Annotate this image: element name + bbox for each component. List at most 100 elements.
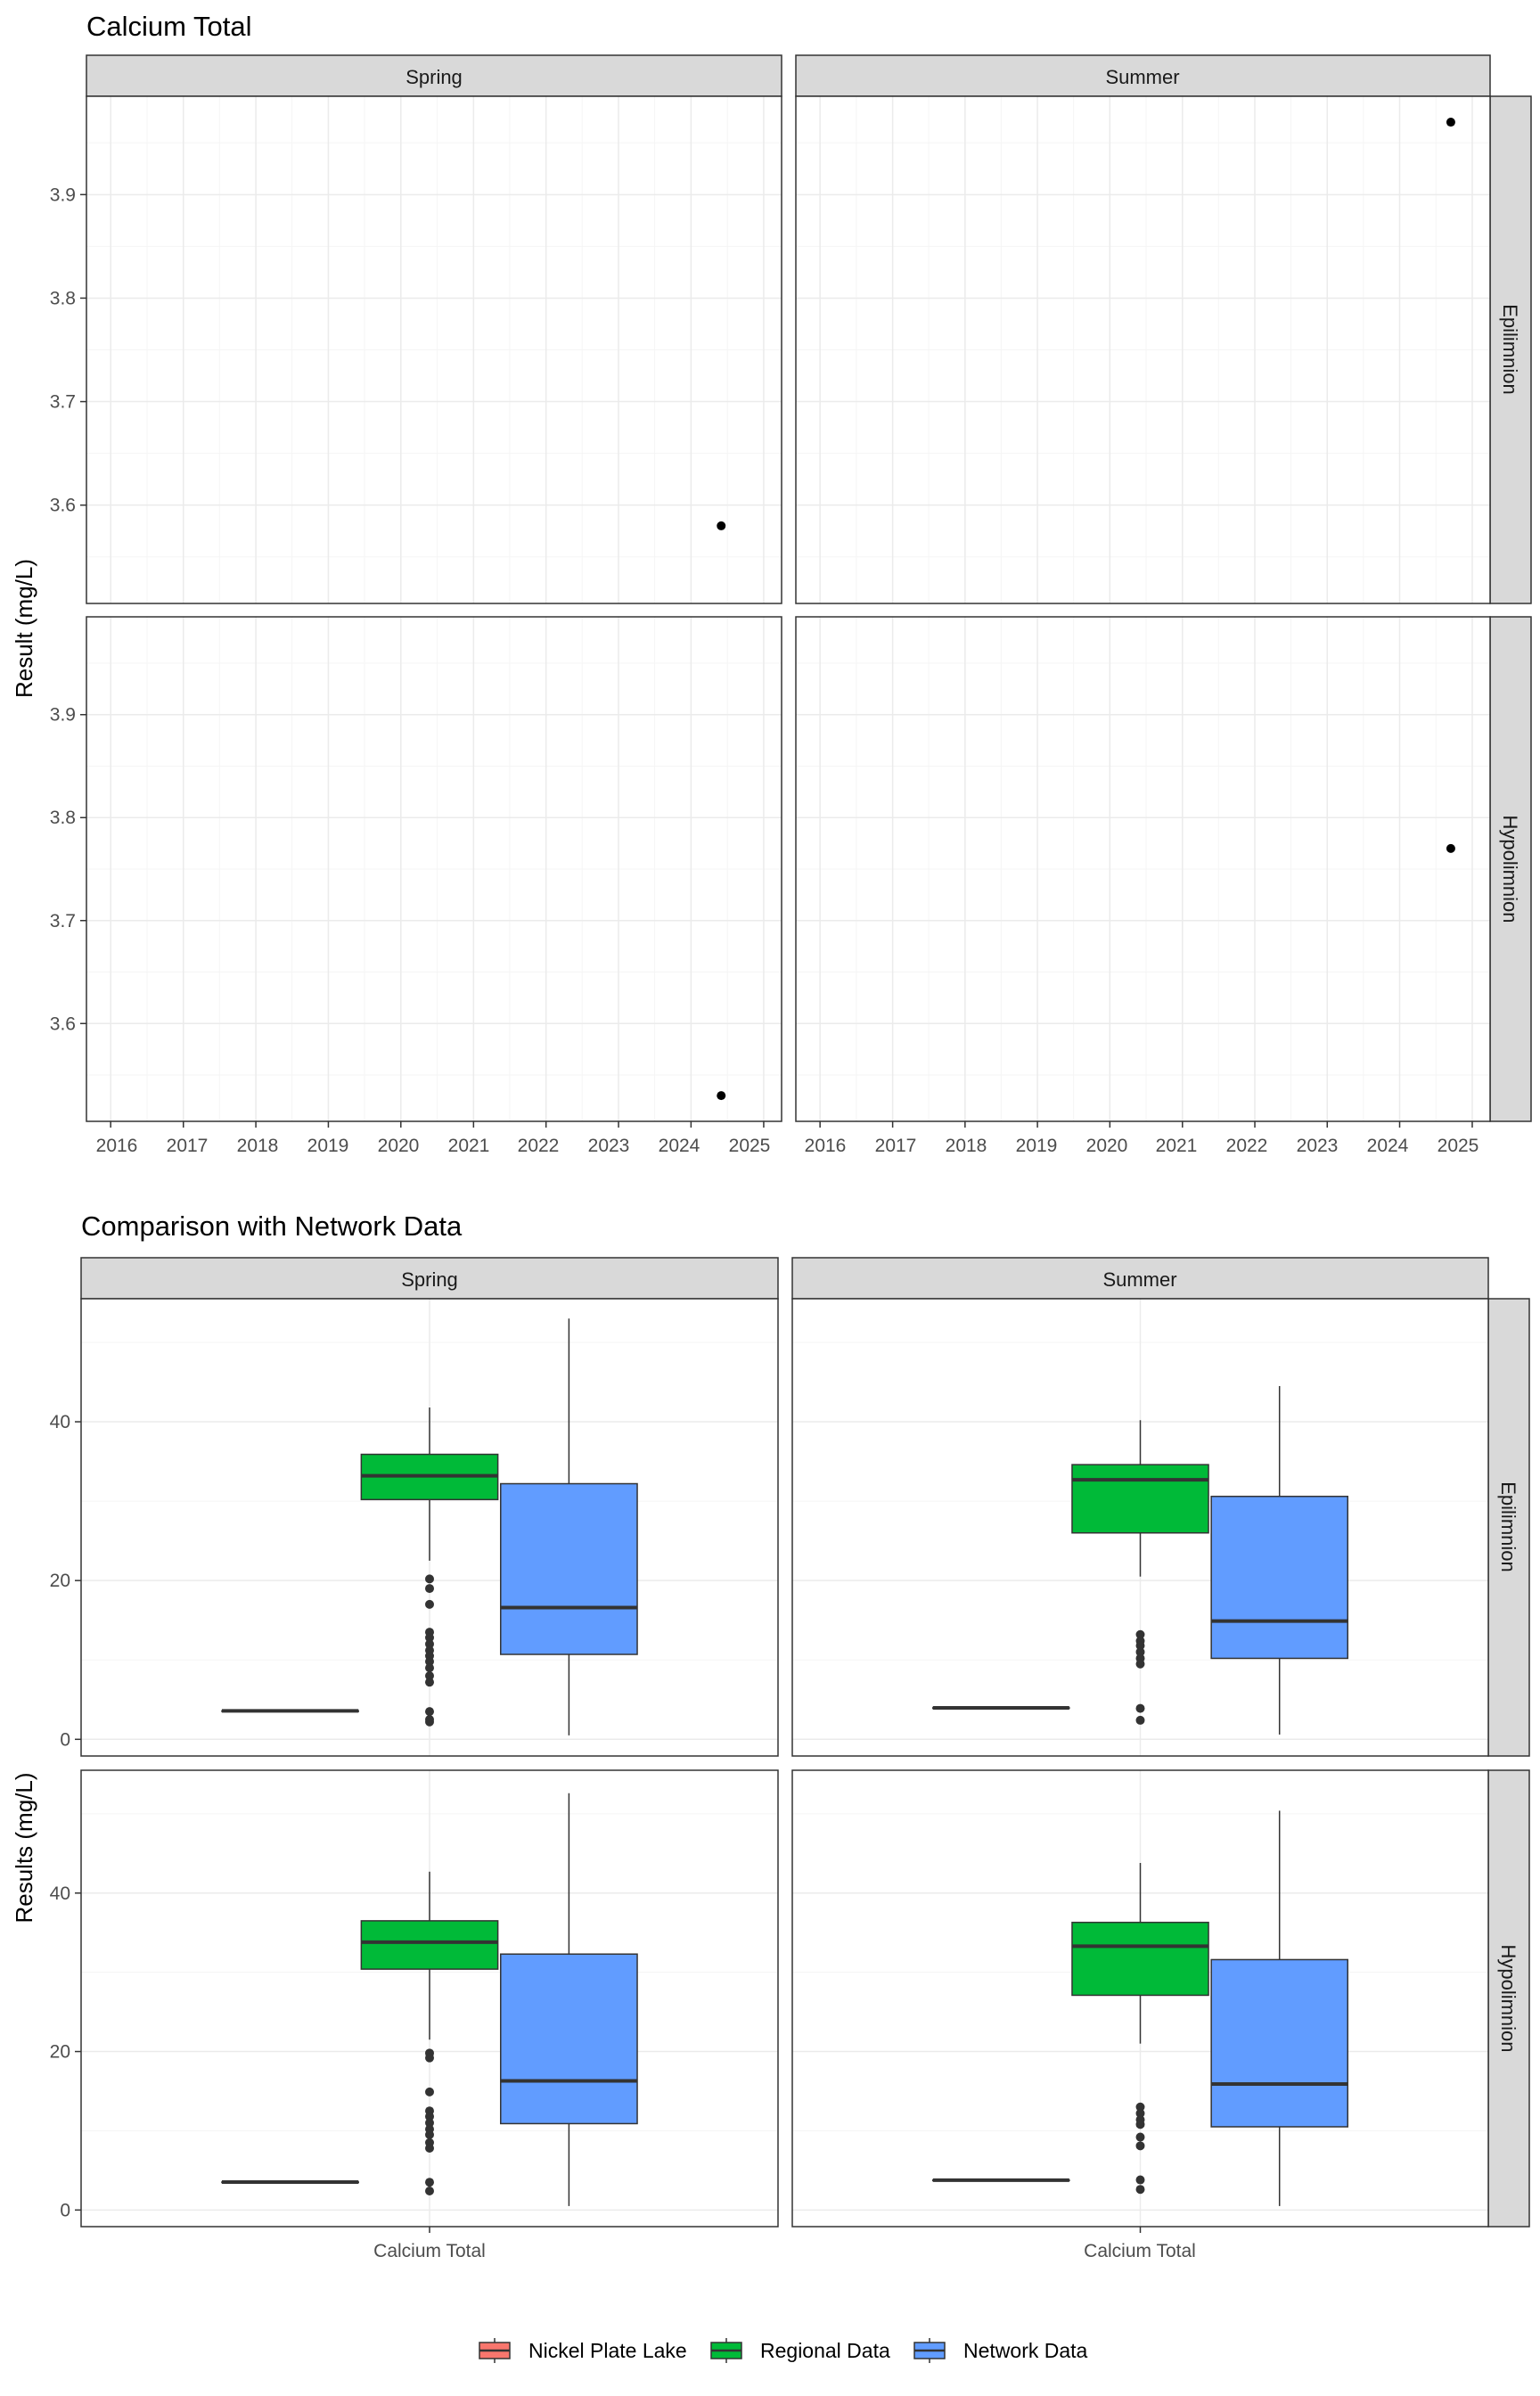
box-network-data <box>1210 1810 1348 2206</box>
box-regional-data <box>360 1407 499 1727</box>
outlier-point <box>1135 2132 1145 2142</box>
panel-border <box>795 616 1491 1122</box>
box-body <box>1210 1958 1348 2128</box>
box-regional-data <box>360 1871 499 2195</box>
x-tick-label: 2024 <box>659 1136 700 1156</box>
box-nickel-plate-lake <box>932 1705 1070 1710</box>
outlier-point <box>1135 2108 1145 2118</box>
outlier-point <box>1135 1659 1145 1669</box>
y-tick-label: 3.9 <box>50 705 76 726</box>
y-tick-label: 3.8 <box>50 808 76 828</box>
facet-strip-top: Spring Summer <box>80 1257 1489 1300</box>
x-tick-label: 2020 <box>1086 1136 1128 1156</box>
outlier-point <box>425 1639 434 1649</box>
outlier-point <box>425 1717 434 1727</box>
strip-label-hypolimnion: Hypolimnion <box>1497 1944 1520 2052</box>
y-tick-label: 0 <box>60 2200 70 2220</box>
box-body <box>500 1953 638 2125</box>
outlier-point <box>425 1633 434 1643</box>
box-network-data <box>1210 1385 1348 1735</box>
x-tick-label: 2020 <box>378 1136 420 1156</box>
panel-border <box>80 1298 779 1757</box>
outlier-point <box>1135 1703 1145 1713</box>
panel-border <box>795 95 1491 604</box>
outlier-point <box>1135 1629 1145 1639</box>
outlier-point <box>1135 2102 1145 2112</box>
facet-strip-top: Spring Summer <box>86 54 1491 97</box>
x-tick-label: 2022 <box>518 1136 560 1156</box>
data-point <box>1446 843 1455 853</box>
y-tick-label: 3.6 <box>50 496 76 516</box>
facet-strip-right: Epilimnion Hypolimnion <box>1487 1298 1530 2228</box>
x-tick-label: Calcium Total <box>1084 2241 1196 2261</box>
strip-label-spring: Spring <box>405 66 463 88</box>
box-body <box>1210 1496 1348 1660</box>
data-point <box>717 521 726 530</box>
box-body <box>1071 1921 1209 1997</box>
outlier-point <box>425 1657 434 1667</box>
outlier-point <box>425 2129 434 2139</box>
facet-strip-right: Epilimnion Hypolimnion <box>1489 95 1532 1122</box>
x-tick-label: 2025 <box>1438 1136 1479 1156</box>
x-tick-label: 2016 <box>96 1136 138 1156</box>
x-axis-left: 2016 2017 2018 2019 2020 2021 2022 2023 … <box>96 1136 771 1156</box>
outlier-point <box>425 2178 434 2187</box>
data-point <box>717 1091 726 1101</box>
outlier-point <box>1135 2120 1145 2129</box>
x-tick-label: 2021 <box>1156 1136 1198 1156</box>
panel-border <box>791 1769 1489 2228</box>
y-tick-label: 40 <box>50 1412 70 1432</box>
y-tick-label: 3.7 <box>50 392 76 413</box>
y-tick-label: 20 <box>50 1571 70 1591</box>
panel-border <box>80 1769 779 2228</box>
outlier-point <box>425 1678 434 1687</box>
strip-label-epilimnion: Epilimnion <box>1499 304 1521 395</box>
time-series-chart: Calcium Total Result (mg/L) Spring Summe… <box>11 11 1532 1156</box>
box-nickel-plate-lake <box>221 2179 359 2184</box>
x-tick-label: 2023 <box>588 1136 630 1156</box>
y-tick-label: 3.7 <box>50 911 76 931</box>
outlier-point <box>425 1663 434 1673</box>
box-panels: 0 20 40 0 20 40 <box>50 1298 1489 2233</box>
outlier-point <box>1135 2141 1145 2151</box>
x-tick-label: 2021 <box>448 1136 490 1156</box>
x-tick-label: 2019 <box>307 1136 349 1156</box>
outlier-point <box>425 1671 434 1681</box>
outlier-point <box>425 1584 434 1594</box>
outlier-point <box>425 2112 434 2121</box>
box-body <box>500 1482 638 1655</box>
box-network-data <box>500 1318 638 1735</box>
x-tick-label: 2018 <box>946 1136 987 1156</box>
outlier-point <box>1135 2185 1145 2195</box>
legend-item-nickel-plate-lake: Nickel Plate Lake <box>479 2338 687 2363</box>
y-tick-label: 0 <box>60 1729 70 1750</box>
x-tick-label: 2025 <box>729 1136 771 1156</box>
x-tick-label: 2024 <box>1367 1136 1409 1156</box>
outlier-point <box>425 1707 434 1717</box>
strip-label-epilimnion: Epilimnion <box>1497 1481 1520 1572</box>
x-tick-label: 2019 <box>1016 1136 1058 1156</box>
scatter-panels: 3.6 3.7 3.8 3.9 3.6 3.7 3.8 3.9 <box>50 95 1491 1128</box>
scatter-panel-spring-hypolimnion: 3.6 3.7 3.8 3.9 <box>50 616 782 1128</box>
y-tick-label: 3.8 <box>50 288 76 308</box>
box-panel-summer-hypolimnion <box>791 1769 1489 2233</box>
x-tick-label: 2018 <box>237 1136 279 1156</box>
outlier-point <box>425 1599 434 1609</box>
chart-title: Comparison with Network Data <box>81 1210 463 1242</box>
outlier-point <box>425 2118 434 2128</box>
y-tick-label: 40 <box>50 1883 70 1904</box>
legend: Nickel Plate Lake Regional Data Network … <box>479 2338 1088 2363</box>
chart-title: Calcium Total <box>86 11 252 42</box>
panel-border <box>86 95 782 604</box>
y-tick-label: 3.9 <box>50 185 76 205</box>
x-tick-label: 2016 <box>805 1136 847 1156</box>
legend-item-regional-data: Regional Data <box>710 2338 890 2363</box>
outlier-point <box>425 2144 434 2153</box>
box-regional-data <box>1071 1420 1209 1725</box>
scatter-panel-summer-epilimnion <box>795 95 1491 604</box>
box-body <box>360 1920 499 1970</box>
legend-label: Nickel Plate Lake <box>528 2339 687 2362</box>
panel-border <box>86 616 782 1122</box>
x-tick-label: Calcium Total <box>373 2241 486 2261</box>
y-axis-label: Results (mg/L) <box>11 1772 37 1923</box>
